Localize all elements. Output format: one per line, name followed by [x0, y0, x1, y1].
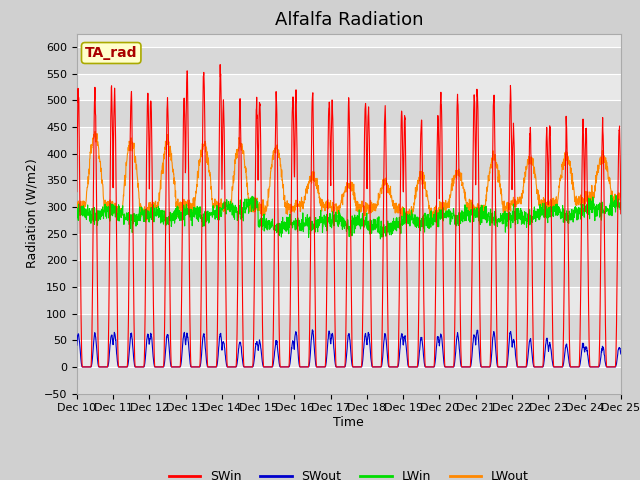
Bar [77, 34, 621, 47]
Text: TA_rad: TA_rad [85, 46, 138, 60]
SWout [225, 364, 232, 370]
SWin [365, 114, 372, 120]
SWout [308, 327, 316, 333]
SWout [584, 357, 592, 362]
Bar [77, 367, 621, 394]
SWin [79, 364, 86, 370]
SWin [377, 364, 385, 370]
LWout [584, 194, 592, 200]
Line: SWin: SWin [77, 65, 621, 367]
LWin [569, 211, 577, 217]
LWin [507, 212, 515, 218]
Bar [77, 100, 621, 127]
LWout [143, 217, 150, 223]
Line: LWin: LWin [77, 195, 621, 239]
SWout [79, 364, 86, 370]
LWout [225, 206, 233, 212]
LWin [617, 206, 625, 212]
LWout [617, 194, 625, 200]
SWout [508, 332, 515, 337]
LWin [225, 199, 232, 204]
Bar [77, 340, 621, 367]
Bar [77, 180, 621, 207]
LWout [570, 180, 577, 185]
Y-axis label: Radiation (W/m2): Radiation (W/m2) [25, 159, 38, 268]
SWout [617, 351, 625, 357]
LWin [376, 229, 384, 235]
LWin [73, 215, 81, 221]
LWin [584, 208, 592, 214]
SWin [73, 189, 81, 194]
Bar [77, 154, 621, 180]
LWout [508, 198, 515, 204]
Bar [77, 260, 621, 287]
Line: LWout: LWout [77, 132, 621, 220]
Bar [77, 313, 621, 340]
SWin [216, 62, 224, 68]
Bar [77, 47, 621, 73]
SWin [570, 364, 577, 370]
LWin [365, 219, 372, 225]
SWout [377, 364, 385, 370]
LWout [365, 211, 372, 216]
SWout [365, 331, 372, 336]
SWin [508, 115, 515, 121]
Bar [77, 73, 621, 100]
X-axis label: Time: Time [333, 416, 364, 429]
Bar [77, 234, 621, 260]
LWout [73, 204, 81, 209]
SWout [73, 342, 81, 348]
Bar [77, 127, 621, 154]
Title: Alfalfa Radiation: Alfalfa Radiation [275, 11, 423, 29]
Bar [77, 287, 621, 313]
Line: SWout: SWout [77, 330, 621, 367]
LWin [376, 236, 384, 242]
Bar [77, 207, 621, 234]
Legend: SWin, SWout, LWin, LWout: SWin, SWout, LWin, LWout [164, 465, 534, 480]
SWout [570, 364, 577, 370]
SWin [617, 211, 625, 216]
LWin [608, 192, 616, 198]
LWout [377, 186, 385, 192]
SWin [584, 281, 592, 287]
SWin [225, 364, 233, 370]
LWout [92, 129, 99, 134]
